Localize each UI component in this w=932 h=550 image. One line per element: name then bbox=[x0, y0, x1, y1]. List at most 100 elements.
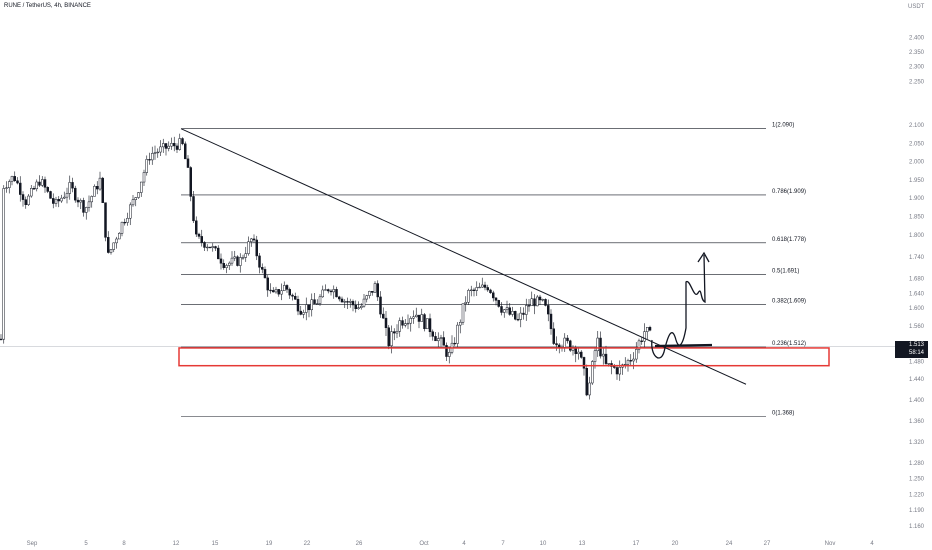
candle bbox=[624, 357, 627, 369]
candle bbox=[563, 333, 566, 352]
candle-body-down bbox=[101, 177, 104, 203]
candle-body-down bbox=[71, 182, 74, 189]
fibonacci-retracement[interactable]: 1(2.090) 0.786(1.909) 0.618(1.778) 0.5(1.69… bbox=[181, 123, 806, 418]
projection-path[interactable] bbox=[651, 254, 706, 359]
candle-body-up bbox=[618, 367, 621, 375]
candle-body-down bbox=[497, 300, 500, 307]
candle-body-down bbox=[43, 179, 47, 188]
candle bbox=[184, 141, 187, 160]
candle bbox=[258, 253, 261, 274]
y-tick-label: 1.280 bbox=[909, 461, 925, 467]
candle bbox=[461, 303, 465, 326]
candle bbox=[153, 145, 157, 160]
candle-body-up bbox=[302, 312, 305, 315]
candle bbox=[346, 297, 349, 310]
candle bbox=[244, 246, 247, 262]
candle bbox=[456, 322, 459, 348]
y-tick-label: 1.950 bbox=[909, 178, 925, 184]
candle-body-down bbox=[346, 301, 349, 303]
candle-body-down bbox=[76, 199, 80, 203]
candle bbox=[450, 335, 454, 355]
candle bbox=[588, 376, 591, 400]
candle bbox=[354, 300, 357, 313]
candle bbox=[112, 242, 115, 253]
candle-body-down bbox=[580, 351, 583, 358]
candle bbox=[423, 312, 426, 332]
candle bbox=[252, 234, 256, 243]
candle bbox=[379, 291, 382, 318]
candle bbox=[434, 331, 437, 342]
candle bbox=[387, 325, 390, 350]
candle-body-up bbox=[247, 241, 250, 254]
candle-body-down bbox=[52, 198, 55, 204]
candle bbox=[329, 289, 333, 296]
candle bbox=[38, 175, 41, 188]
candle bbox=[393, 328, 396, 341]
candle bbox=[148, 152, 151, 165]
candle-body-up bbox=[156, 151, 159, 154]
candle-body-down bbox=[351, 301, 355, 306]
candle bbox=[93, 184, 96, 197]
candle bbox=[200, 229, 203, 247]
candle-body-up bbox=[126, 217, 129, 223]
y-tick-label: 1.360 bbox=[909, 419, 925, 425]
candle bbox=[467, 288, 470, 305]
candle-body-down bbox=[354, 304, 357, 309]
candle-body-up bbox=[112, 242, 115, 250]
candle-body-down bbox=[82, 200, 85, 213]
candle bbox=[492, 290, 495, 302]
candle bbox=[406, 314, 410, 330]
candle-body-down bbox=[24, 199, 27, 205]
current-price-value: 1.513 bbox=[908, 342, 924, 348]
candle bbox=[503, 309, 506, 318]
candle-body-up bbox=[437, 338, 440, 342]
candle bbox=[401, 316, 404, 329]
candle bbox=[145, 155, 148, 176]
candle-body-up bbox=[63, 196, 66, 199]
candle bbox=[305, 297, 308, 321]
candle bbox=[280, 283, 283, 301]
candle-body-up bbox=[593, 350, 597, 362]
candle bbox=[610, 360, 613, 375]
candle-body-down bbox=[489, 289, 492, 294]
candle-body-down bbox=[266, 277, 269, 291]
candle bbox=[217, 245, 220, 260]
candle bbox=[203, 241, 206, 252]
projection-drawing[interactable] bbox=[651, 251, 713, 359]
x-tick-label: 12 bbox=[173, 541, 180, 547]
candle-body-down bbox=[197, 233, 201, 237]
candle-body-down bbox=[582, 357, 586, 369]
candle-body-down bbox=[200, 236, 203, 243]
candle-body-up bbox=[280, 290, 283, 295]
y-tick-label: 1.640 bbox=[909, 291, 925, 297]
candle bbox=[390, 325, 393, 354]
candle-body-up bbox=[244, 253, 247, 258]
candle bbox=[335, 286, 338, 298]
candle bbox=[241, 254, 245, 260]
candle-body-down bbox=[288, 289, 291, 296]
candle-body-up bbox=[211, 246, 214, 248]
fib-level-label: 0(1.368) bbox=[772, 411, 794, 417]
candle-body-up bbox=[228, 262, 231, 266]
candle bbox=[261, 263, 264, 274]
support-zone-rectangle[interactable] bbox=[178, 347, 830, 367]
candle bbox=[2, 185, 5, 344]
y-tick-label: 1.250 bbox=[909, 477, 925, 483]
candle bbox=[448, 347, 451, 364]
candle-body-down bbox=[74, 187, 77, 201]
candle bbox=[349, 298, 352, 308]
candle bbox=[431, 329, 434, 341]
candle-body-down bbox=[184, 143, 187, 160]
candle bbox=[283, 281, 286, 292]
candle-body-up bbox=[577, 351, 580, 355]
candle bbox=[511, 306, 514, 317]
candle bbox=[516, 313, 520, 322]
candle-body-down bbox=[307, 304, 311, 311]
candle-body-up bbox=[159, 146, 162, 153]
support-zone-box[interactable] bbox=[178, 347, 830, 367]
candle bbox=[382, 307, 385, 319]
breakout-marker bbox=[654, 343, 713, 348]
candle-body-down bbox=[472, 289, 476, 291]
candle-body-down bbox=[21, 194, 25, 200]
